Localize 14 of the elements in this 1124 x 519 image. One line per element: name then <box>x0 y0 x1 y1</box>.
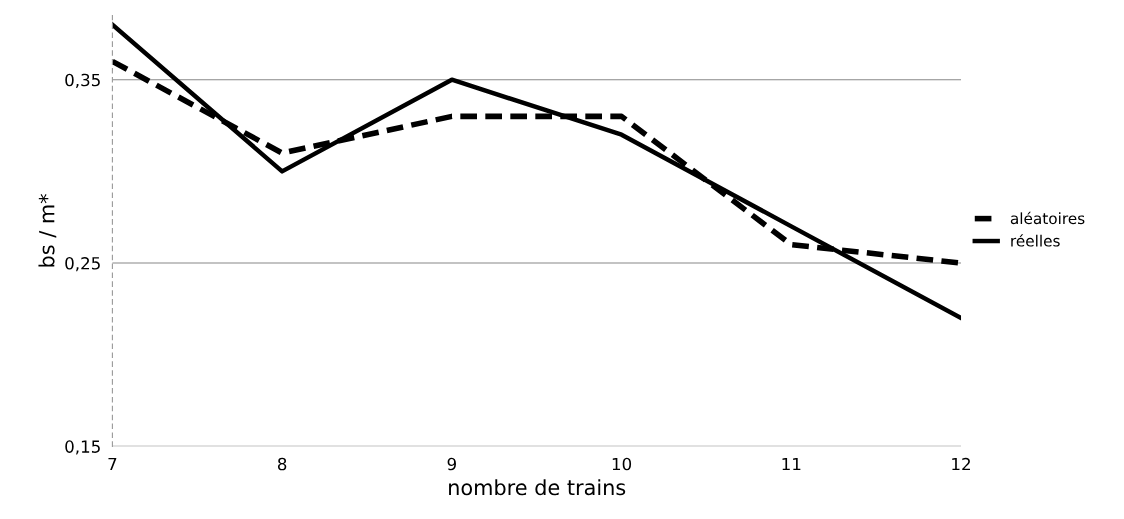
x-tick-label: 12 <box>952 457 970 471</box>
x-tick-label: 9 <box>447 457 456 471</box>
y-tick-label: 0,35 <box>65 73 100 88</box>
legend-label: réelles <box>1011 234 1060 247</box>
y-axis-title: bs / m* <box>38 194 57 267</box>
y-tick-label: 0,15 <box>65 440 100 455</box>
x-tick-label: 8 <box>277 457 287 471</box>
x-tick-label: 7 <box>108 457 117 471</box>
x-tick-label: 10 <box>612 457 632 471</box>
x-axis-title: nombre de trains <box>449 479 626 496</box>
x-tick-label: 11 <box>782 457 801 471</box>
line-series <box>112 22 962 321</box>
y-tick-label: 0,25 <box>65 257 100 272</box>
legend-label: aléatoires <box>1010 211 1085 225</box>
